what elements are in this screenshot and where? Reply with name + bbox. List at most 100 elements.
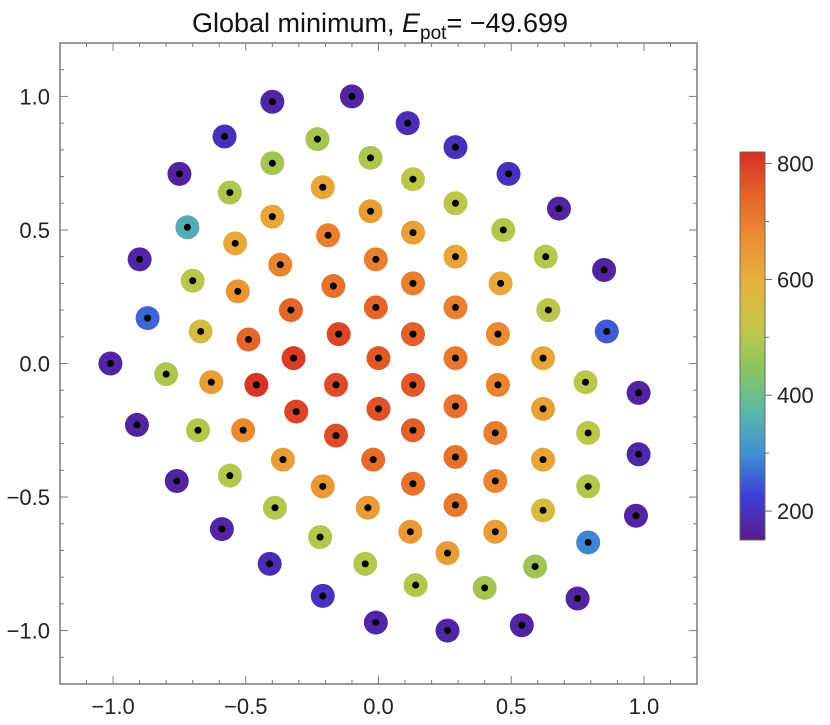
x-tick-label: 0.0 bbox=[363, 694, 394, 719]
particle-point bbox=[496, 161, 521, 186]
particle-center-dot bbox=[409, 175, 417, 183]
colorbar-ticks: 800 600 400 200 bbox=[765, 152, 814, 524]
particle-point bbox=[483, 469, 508, 494]
particle-center-dot bbox=[451, 402, 459, 410]
particle-center-dot bbox=[531, 562, 539, 570]
chart-title: Global minimum, Epot= −49.699 bbox=[192, 8, 568, 44]
particle-center-dot bbox=[369, 456, 377, 464]
particle-center-dot bbox=[544, 306, 552, 314]
particle-center-dot bbox=[106, 360, 114, 367]
particle-center-dot bbox=[144, 314, 152, 322]
particle-center-dot bbox=[451, 453, 459, 461]
particle-point bbox=[576, 420, 601, 445]
particle-center-dot bbox=[367, 154, 375, 162]
particle-point bbox=[483, 420, 508, 445]
particle-point bbox=[199, 370, 224, 395]
particle-center-dot bbox=[539, 354, 547, 362]
particle-center-dot bbox=[499, 226, 507, 234]
particle-center-dot bbox=[279, 456, 287, 464]
particle-point bbox=[398, 519, 423, 544]
particle-point bbox=[366, 396, 391, 421]
particle-center-dot bbox=[268, 213, 276, 221]
particle-center-dot bbox=[409, 381, 417, 389]
particle-point bbox=[472, 575, 497, 600]
particle-point bbox=[339, 84, 364, 109]
particle-center-dot bbox=[332, 381, 340, 389]
particle-center-dot bbox=[574, 595, 582, 603]
particle-center-dot bbox=[404, 119, 412, 127]
particle-center-dot bbox=[451, 199, 459, 207]
particle-point bbox=[135, 306, 160, 331]
particle-point bbox=[443, 493, 468, 518]
y-tick-label: −1.0 bbox=[7, 619, 50, 644]
particle-point bbox=[401, 220, 426, 245]
particle-point bbox=[310, 583, 335, 608]
particle-point bbox=[223, 231, 248, 256]
particle-center-dot bbox=[494, 330, 502, 338]
particle-point bbox=[576, 530, 601, 555]
x-tick-label: 0.5 bbox=[496, 694, 527, 719]
particle-point bbox=[401, 372, 426, 397]
particle-center-dot bbox=[268, 98, 276, 106]
particle-point bbox=[483, 519, 508, 544]
particle-center-dot bbox=[372, 619, 380, 627]
particle-point bbox=[531, 498, 556, 523]
particle-point bbox=[167, 161, 192, 186]
particle-center-dot bbox=[194, 426, 202, 434]
particle-point bbox=[443, 191, 468, 216]
axis-ticks bbox=[59, 42, 698, 685]
particle-center-dot bbox=[451, 303, 459, 311]
particle-point bbox=[98, 351, 123, 376]
particle-center-dot bbox=[444, 627, 452, 635]
particle-center-dot bbox=[361, 560, 369, 568]
particle-point bbox=[403, 573, 428, 598]
particle-point bbox=[316, 223, 341, 248]
particle-center-dot bbox=[412, 581, 420, 589]
particle-center-dot bbox=[231, 239, 239, 247]
particle-center-dot bbox=[136, 255, 144, 263]
particle-center-dot bbox=[518, 621, 526, 629]
particle-point bbox=[268, 252, 293, 277]
particle-center-dot bbox=[175, 170, 183, 178]
particle-center-dot bbox=[252, 381, 260, 389]
particle-point bbox=[536, 298, 561, 323]
particle-center-dot bbox=[266, 560, 274, 568]
particle-point bbox=[217, 180, 242, 205]
particle-point bbox=[491, 217, 516, 242]
particle-center-dot bbox=[409, 229, 417, 237]
particle-center-dot bbox=[481, 584, 489, 592]
particle-center-dot bbox=[555, 205, 563, 213]
particle-center-dot bbox=[234, 287, 242, 295]
particle-point bbox=[180, 268, 205, 293]
particle-point bbox=[260, 89, 285, 114]
particle-center-dot bbox=[491, 477, 499, 485]
particle-center-dot bbox=[539, 456, 547, 464]
particle-point bbox=[435, 541, 460, 566]
particle-center-dot bbox=[367, 207, 375, 215]
y-tick-label: 0.5 bbox=[19, 218, 50, 243]
particle-center-dot bbox=[316, 533, 324, 541]
particle-center-dot bbox=[584, 429, 592, 437]
particle-center-dot bbox=[319, 592, 327, 600]
particle-point bbox=[262, 495, 287, 520]
particle-point bbox=[175, 215, 200, 240]
particle-point bbox=[443, 394, 468, 419]
particle-point bbox=[308, 525, 333, 550]
particle-center-dot bbox=[207, 378, 215, 386]
particle-point bbox=[358, 145, 383, 170]
particle-center-dot bbox=[271, 504, 279, 512]
particle-point bbox=[363, 610, 388, 635]
particle-center-dot bbox=[409, 330, 417, 338]
particle-center-dot bbox=[491, 429, 499, 437]
particle-point bbox=[217, 463, 242, 488]
particle-center-dot bbox=[635, 450, 643, 458]
particle-center-dot bbox=[292, 408, 300, 416]
particle-center-dot bbox=[133, 421, 141, 429]
particle-point bbox=[353, 551, 378, 576]
colorbar-tick-label: 400 bbox=[777, 383, 814, 408]
particle-center-dot bbox=[584, 482, 592, 490]
particle-point bbox=[531, 346, 556, 371]
colorbar-tick-label: 600 bbox=[777, 267, 814, 292]
particle-point bbox=[310, 175, 335, 200]
particle-center-dot bbox=[218, 525, 226, 533]
